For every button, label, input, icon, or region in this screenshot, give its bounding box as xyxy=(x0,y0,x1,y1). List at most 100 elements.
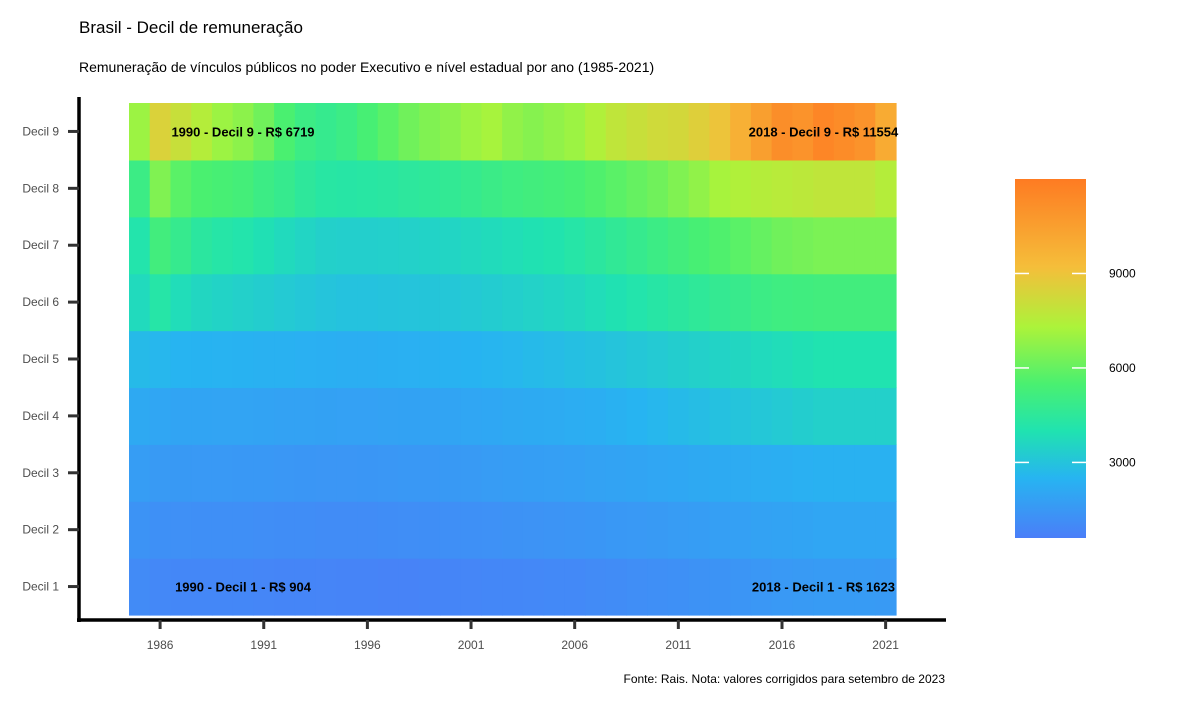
heatmap-cell xyxy=(667,330,690,389)
heatmap-cell xyxy=(315,273,337,332)
heatmap-cell xyxy=(191,444,213,502)
heatmap-cell xyxy=(191,216,213,275)
heatmap-cell xyxy=(709,558,731,616)
heatmap-cells xyxy=(129,103,897,616)
heatmap-cell xyxy=(543,330,565,389)
heatmap-cell xyxy=(750,159,773,218)
heatmap-cell xyxy=(336,330,358,389)
heatmap-cell xyxy=(191,159,213,218)
heatmap-cell xyxy=(543,444,565,502)
heatmap-cell xyxy=(875,501,897,559)
heatmap-cell xyxy=(419,159,441,218)
heatmap-cell xyxy=(129,159,151,218)
heatmap-cell xyxy=(813,501,835,559)
heatmap-cell xyxy=(398,501,420,559)
heatmap-cell xyxy=(688,273,711,332)
heatmap-cell xyxy=(481,330,503,389)
heatmap-cell xyxy=(792,103,814,161)
heatmap-cell xyxy=(274,103,296,161)
annotation-label: 2018 - Decil 9 - R$ 11554 xyxy=(749,124,899,139)
heatmap-cell xyxy=(854,159,876,218)
heatmap-cell xyxy=(543,103,565,161)
heatmap-cell xyxy=(771,387,793,445)
heatmap-cell xyxy=(605,159,628,218)
heatmap-cell xyxy=(564,444,586,502)
heatmap-cell xyxy=(626,103,648,161)
heatmap-cell xyxy=(294,330,317,389)
heatmap-cell xyxy=(460,159,483,218)
heatmap-cell xyxy=(626,159,648,218)
heatmap-cell xyxy=(522,159,545,218)
heatmap-cell xyxy=(211,103,234,161)
heatmap-cell xyxy=(626,273,648,332)
heatmap-cell xyxy=(750,387,773,445)
heatmap-cell xyxy=(792,216,814,275)
heatmap-cell xyxy=(813,273,835,332)
heatmap-cell xyxy=(357,159,379,218)
heatmap-cell xyxy=(709,501,731,559)
heatmap-cell xyxy=(253,216,275,275)
heatmap-cell xyxy=(667,444,690,502)
heatmap-cell xyxy=(149,330,172,389)
annotation-label: 1990 - Decil 9 - R$ 6719 xyxy=(171,124,314,139)
heatmap-cell xyxy=(274,159,296,218)
heatmap-cell xyxy=(232,444,254,502)
heatmap-cell xyxy=(170,387,192,445)
x-tick-label: 2001 xyxy=(458,638,485,652)
heatmap-cell xyxy=(398,273,420,332)
heatmap-cell xyxy=(564,216,586,275)
heatmap-cell xyxy=(191,273,213,332)
heatmap-cell xyxy=(419,273,441,332)
heatmap-cell xyxy=(688,444,711,502)
heatmap-cell xyxy=(149,387,172,445)
heatmap-cell xyxy=(833,387,856,445)
heatmap-cell xyxy=(522,103,545,161)
heatmap-cell xyxy=(336,216,358,275)
heatmap-cell xyxy=(875,159,897,218)
heatmap-cell xyxy=(232,330,254,389)
heatmap-cell xyxy=(336,501,358,559)
heatmap-cell xyxy=(253,330,275,389)
heatmap-cell xyxy=(170,330,192,389)
heatmap-cell xyxy=(502,330,524,389)
heatmap-cell xyxy=(585,444,607,502)
heatmap-cell xyxy=(771,444,793,502)
heatmap-cell xyxy=(377,387,400,445)
heatmap-cell xyxy=(460,216,483,275)
heatmap-cell xyxy=(709,159,731,218)
heatmap-cell xyxy=(481,273,503,332)
heatmap-cell xyxy=(336,159,358,218)
heatmap-cell xyxy=(439,330,462,389)
heatmap-cell xyxy=(833,501,856,559)
heatmap-cell xyxy=(149,444,172,502)
heatmap-cell xyxy=(502,216,524,275)
heatmap-cell xyxy=(274,444,296,502)
legend-tick-label: 6000 xyxy=(1109,361,1136,375)
y-tick-label: Decil 1 xyxy=(22,580,59,594)
heatmap-cell xyxy=(522,330,545,389)
heatmap-cell xyxy=(170,103,192,161)
heatmap-cell xyxy=(543,159,565,218)
heatmap-cell xyxy=(647,216,669,275)
x-tick-label: 2011 xyxy=(665,638,691,652)
heatmap-cell xyxy=(315,330,337,389)
heatmap-cell xyxy=(336,103,358,161)
heatmap-cell xyxy=(605,387,628,445)
heatmap-cell xyxy=(667,387,690,445)
legend-tick-label: 3000 xyxy=(1109,455,1136,469)
chart-title: Brasil - Decil de remuneração xyxy=(79,18,303,37)
heatmap-cell xyxy=(585,103,607,161)
heatmap-cell xyxy=(543,273,565,332)
heatmap-cell xyxy=(792,159,814,218)
heatmap-cell xyxy=(274,558,296,616)
heatmap-cell xyxy=(419,501,441,559)
heatmap-cell xyxy=(398,387,420,445)
y-tick-label: Decil 2 xyxy=(22,523,59,537)
heatmap-cell xyxy=(750,330,773,389)
heatmap-cell xyxy=(792,387,814,445)
heatmap-cell xyxy=(750,558,773,616)
heatmap-cell xyxy=(336,387,358,445)
heatmap-cell xyxy=(377,273,400,332)
heatmap-cell xyxy=(232,558,254,616)
heatmap-cell xyxy=(502,444,524,502)
